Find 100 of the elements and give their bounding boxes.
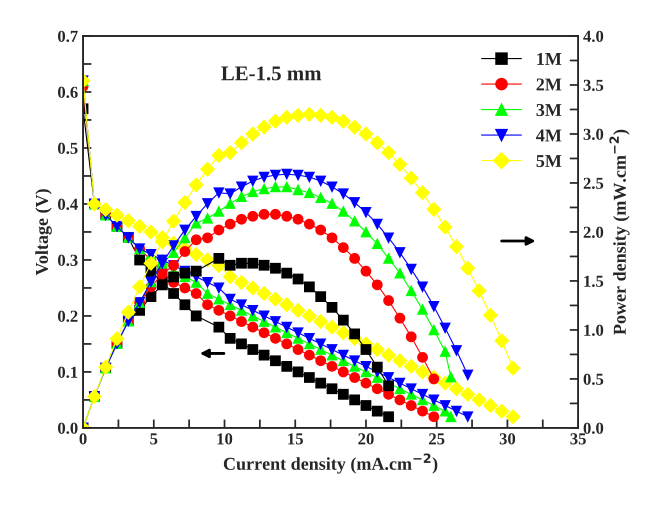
point bbox=[415, 364, 430, 380]
point bbox=[392, 353, 408, 368]
point bbox=[462, 370, 474, 380]
point bbox=[270, 332, 281, 344]
point bbox=[304, 281, 315, 292]
y2-tick-label: 0.0 bbox=[584, 422, 604, 434]
point bbox=[315, 338, 326, 350]
point bbox=[360, 400, 372, 411]
point bbox=[168, 272, 179, 282]
point bbox=[372, 218, 383, 230]
point bbox=[236, 338, 247, 350]
point bbox=[338, 350, 349, 361]
point bbox=[315, 291, 326, 302]
point bbox=[188, 178, 204, 192]
point bbox=[302, 308, 317, 324]
point bbox=[445, 411, 456, 422]
point bbox=[315, 355, 326, 366]
point bbox=[360, 344, 372, 355]
point bbox=[213, 206, 224, 217]
point bbox=[292, 214, 304, 225]
point bbox=[134, 254, 146, 266]
y-tick-label: 0.7 bbox=[58, 30, 78, 42]
y-tick-label: 0.2 bbox=[58, 310, 78, 322]
point bbox=[190, 234, 202, 246]
point bbox=[304, 372, 315, 383]
point bbox=[349, 372, 360, 383]
point bbox=[110, 331, 124, 346]
point bbox=[132, 279, 148, 294]
legend-label: 3M bbox=[536, 104, 562, 116]
point bbox=[180, 246, 190, 257]
y2-tick-label: 3.0 bbox=[584, 128, 604, 140]
legend-label: 4M bbox=[536, 130, 562, 142]
point bbox=[338, 188, 349, 200]
point bbox=[326, 232, 338, 244]
point bbox=[347, 120, 362, 135]
point bbox=[292, 170, 304, 181]
point bbox=[326, 360, 338, 372]
point bbox=[180, 232, 190, 244]
point bbox=[224, 260, 236, 271]
point bbox=[451, 406, 462, 416]
point bbox=[224, 310, 236, 322]
y2-axis-title: Power density (mW.cm$^{−2}$) bbox=[609, 130, 630, 335]
point bbox=[292, 344, 304, 355]
point bbox=[360, 206, 372, 218]
point bbox=[120, 304, 136, 320]
y-tick-label: 0.4 bbox=[58, 198, 78, 210]
point bbox=[426, 202, 442, 217]
point bbox=[338, 242, 349, 254]
point bbox=[213, 304, 224, 316]
point bbox=[494, 404, 510, 419]
point bbox=[110, 208, 124, 223]
point bbox=[460, 260, 476, 276]
point bbox=[438, 220, 453, 234]
legend-label: 2M bbox=[536, 78, 562, 90]
point bbox=[372, 406, 383, 416]
point bbox=[370, 135, 385, 150]
y-tick-label: 0.5 bbox=[58, 142, 78, 154]
point bbox=[326, 182, 338, 192]
point bbox=[394, 394, 406, 406]
x-tick-label: 0 bbox=[80, 433, 87, 444]
point bbox=[383, 253, 394, 264]
point bbox=[449, 239, 464, 254]
x-tick-label: 30 bbox=[500, 433, 516, 444]
point bbox=[258, 327, 270, 338]
y2-tick-label: 2.5 bbox=[584, 178, 604, 189]
y2-tick-label: 2.0 bbox=[584, 226, 604, 238]
point bbox=[404, 358, 419, 374]
point bbox=[451, 345, 462, 356]
y2-tick-label: 4.0 bbox=[583, 30, 604, 42]
point bbox=[247, 176, 258, 186]
point bbox=[338, 366, 349, 378]
point bbox=[180, 282, 190, 294]
point bbox=[270, 208, 281, 220]
point bbox=[370, 342, 385, 357]
point bbox=[188, 246, 204, 262]
point bbox=[258, 310, 270, 322]
point bbox=[440, 400, 451, 411]
point bbox=[236, 214, 247, 225]
point bbox=[428, 301, 440, 312]
point bbox=[406, 285, 417, 296]
point bbox=[338, 206, 349, 217]
y-tick-label: 0.3 bbox=[58, 254, 78, 266]
point bbox=[506, 360, 520, 376]
point bbox=[224, 198, 236, 209]
point bbox=[428, 324, 440, 336]
point bbox=[349, 253, 360, 264]
point bbox=[202, 299, 213, 310]
point bbox=[234, 274, 249, 290]
point bbox=[338, 314, 349, 326]
point bbox=[166, 214, 181, 229]
legend-label: 1M bbox=[537, 52, 562, 65]
point bbox=[180, 224, 190, 236]
point bbox=[224, 332, 236, 344]
point bbox=[324, 320, 340, 335]
point bbox=[213, 253, 224, 264]
point bbox=[472, 392, 487, 408]
point bbox=[200, 252, 215, 268]
point bbox=[394, 247, 406, 258]
point bbox=[383, 295, 394, 306]
point bbox=[247, 322, 258, 333]
